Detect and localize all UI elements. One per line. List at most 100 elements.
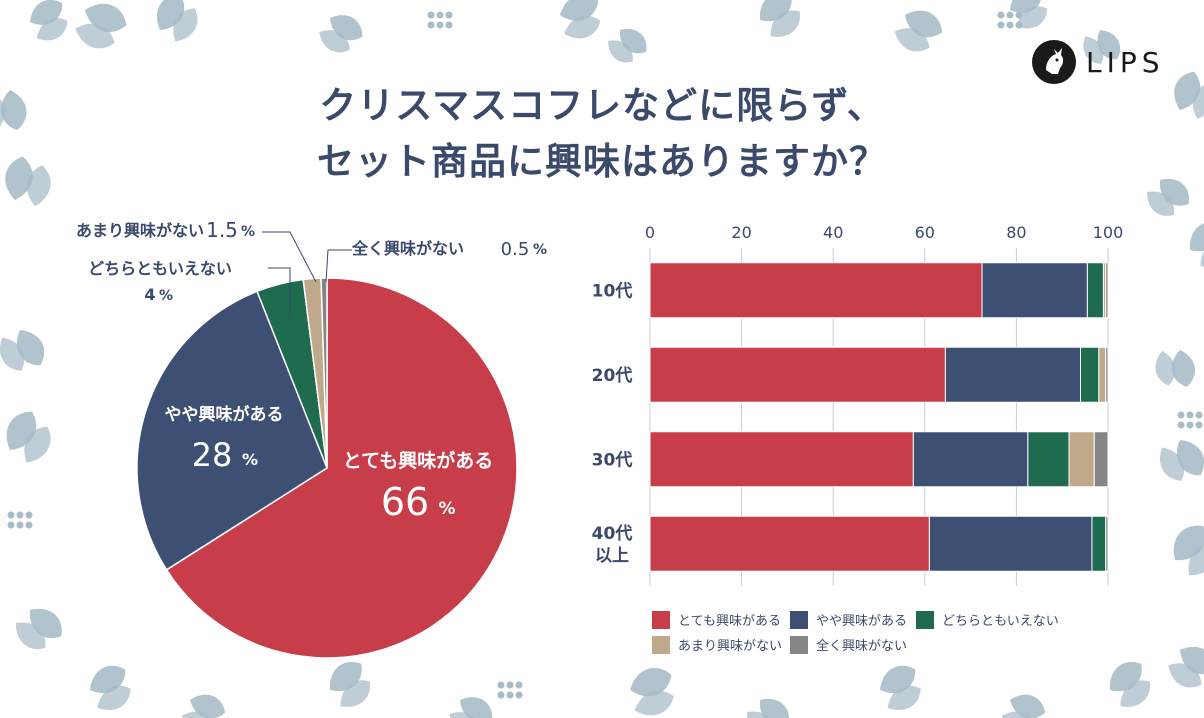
pie-slice-value: 28 [192, 436, 233, 474]
pie-slice-unit: % [241, 224, 255, 240]
bar-segment [912, 431, 1029, 488]
leaf-icon [1168, 646, 1204, 688]
leader-line [268, 267, 291, 316]
pie-slice [320, 277, 328, 469]
legend-swatch [790, 611, 808, 629]
leaf-icon [6, 411, 51, 463]
leaf-icon [1189, 222, 1204, 267]
leaf-icon [560, 0, 601, 39]
legend-swatch [790, 636, 808, 654]
pie-slice-unit: % [533, 242, 547, 258]
bar-segment [649, 262, 983, 319]
title-line-1: クリスマスコフレなどに限らず、 [319, 84, 885, 127]
leader-line [325, 249, 352, 283]
pie-labels: とても興味がある 66 % やや興味がある 28 % どちらともいえない 4 % あまり興味がない… [76, 218, 547, 524]
pie-chart [136, 277, 518, 659]
pie-slice-label: あまり興味がない [76, 221, 204, 240]
leaf-icon [15, 608, 62, 649]
leaf-icon [0, 330, 45, 371]
leaf-icon [449, 697, 493, 718]
legend-swatch [916, 611, 934, 629]
pie-slice [136, 290, 328, 571]
leaf-icon [630, 667, 674, 716]
y-category-label: 10代 [592, 280, 633, 301]
legend-label: やや興味がある [816, 614, 907, 629]
y-category-label: 20代 [592, 365, 633, 386]
bar-segment [1027, 431, 1070, 488]
bar-segment [1068, 431, 1095, 488]
berry-branch-icon [7, 511, 33, 529]
y-category-label: 40代 [592, 523, 633, 544]
pie-slice-label: どちらともいえない [88, 259, 232, 278]
page-title: クリスマスコフレなどに限らず、 セット商品に興味はありますか？ [0, 78, 1204, 190]
x-tick-label: 0 [645, 223, 655, 242]
pie-slice-value: 66 [381, 480, 429, 524]
x-tick-label: 100 [1093, 223, 1124, 242]
bar-segment [1105, 515, 1109, 572]
berry-branch-icon [1177, 411, 1203, 429]
pie-slice-value: 4 [144, 285, 155, 304]
leaf-icon [319, 15, 363, 53]
leaf-icon [156, 0, 198, 42]
pie-slice-unit: % [242, 450, 258, 469]
legend-label: とても興味がある [678, 614, 781, 629]
bar-segment [1105, 346, 1109, 403]
leaf-icon [608, 29, 647, 63]
legend-label: どちらともいえない [942, 614, 1059, 629]
leaf-icon [1174, 71, 1204, 119]
leaf-icon [1160, 440, 1204, 481]
bar-segment [944, 346, 1082, 403]
pie-slice-unit: % [159, 288, 173, 304]
bar-segment [1091, 515, 1107, 572]
legend-label: 全く興味がない [816, 638, 907, 654]
x-tick-label: 20 [731, 223, 751, 242]
leaf-icon [1173, 525, 1204, 576]
title-line-2: セット商品に興味はありますか？ [317, 140, 887, 183]
berry-branch-icon [497, 681, 523, 699]
legend-swatch [652, 636, 670, 654]
bar-segment [1098, 346, 1107, 403]
leaf-icon [1010, 0, 1048, 29]
pie-slice-unit: % [438, 499, 455, 519]
leaf-icon [0, 90, 27, 131]
leaf-icon [747, 698, 790, 718]
leaf-icon [1083, 30, 1121, 64]
bar-segment [1086, 262, 1104, 319]
bar-segment [649, 346, 946, 403]
leader-line [262, 231, 317, 283]
pie-slice-value: 1.5 [206, 218, 238, 242]
y-category-label: 30代 [592, 449, 633, 470]
legend-swatch [652, 611, 670, 629]
y-category-label: 以上 [595, 546, 629, 566]
leaf-icon [75, 3, 127, 49]
bar-segment [649, 515, 930, 572]
x-tick-label: 40 [823, 223, 843, 242]
leaf-icon [5, 156, 51, 207]
brand-name: LIPS [1086, 46, 1165, 79]
leaf-icon [1155, 350, 1195, 387]
leaf-icon [90, 665, 131, 710]
leaf-icon [894, 10, 942, 52]
bar-segment [1093, 431, 1109, 488]
berry-branch-icon [427, 11, 453, 29]
leaf-icon [30, 0, 68, 41]
leaf-icon [181, 694, 226, 718]
deer-logo-icon [1032, 40, 1076, 84]
pie-slice-label: やや興味がある [165, 404, 284, 425]
x-tick-label: 60 [915, 223, 935, 242]
leaf-icon [1109, 662, 1150, 707]
pie-slice-value: 0.5 [501, 239, 530, 260]
leaf-icon [1001, 694, 1046, 718]
leaf-icon [880, 665, 921, 710]
x-tick-label: 80 [1006, 223, 1026, 242]
bar-segment [649, 431, 914, 488]
leaf-icon [1147, 178, 1190, 216]
bar-segment [981, 262, 1088, 319]
leaf-icon [759, 0, 800, 37]
pie-slice-label: 全く興味がない [351, 239, 464, 258]
legend-label: あまり興味がない [678, 639, 782, 654]
